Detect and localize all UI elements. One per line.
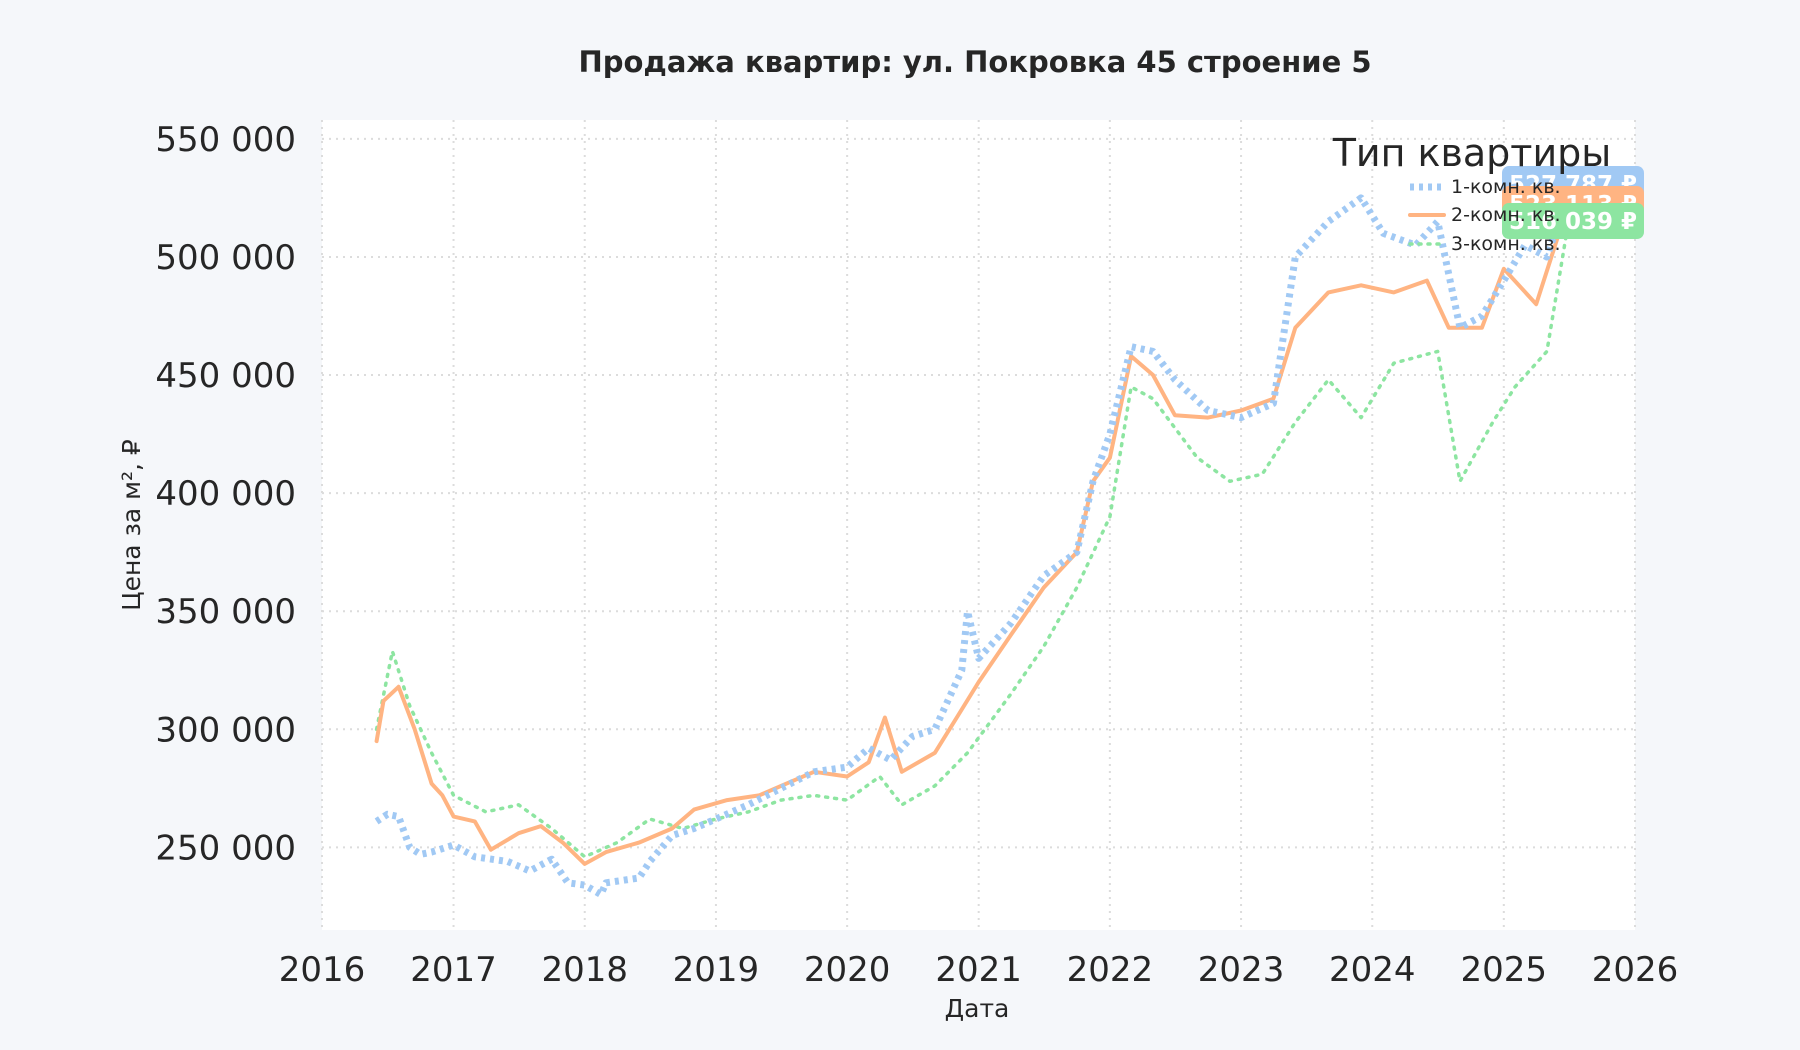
x-tick-label: 2019 [673, 950, 760, 990]
series-line-3 [374, 217, 1571, 859]
legend-label: 2-комн. кв. [1451, 204, 1561, 226]
x-axis-ticks: 2016 2017 2018 2019 2020 2021 2022 2023 2024 2025… [279, 950, 1679, 990]
x-tick-label: 2025 [1461, 950, 1548, 990]
legend-item-2: 2-комн. кв. [1408, 204, 1561, 226]
grid-lines [321, 120, 1636, 930]
y-tick-label: 500 000 [155, 238, 296, 278]
x-tick-label: 2020 [804, 950, 891, 990]
badge-text: 516 039 ₽ [1509, 209, 1637, 235]
x-tick-label: 2023 [1198, 950, 1285, 990]
y-tick-label: 550 000 [155, 120, 296, 160]
y-tick-label: 400 000 [155, 474, 296, 514]
x-tick-label: 2016 [279, 950, 366, 990]
legend-item-1: 1-комн. кв. [1410, 176, 1561, 198]
series-line-2 [374, 200, 1571, 866]
series-group [374, 190, 1573, 899]
legend: Тип квартиры 1-комн. кв. 2-комн. кв. 3-ком… [1332, 131, 1612, 255]
x-tick-label: 2024 [1329, 950, 1416, 990]
legend-title: Тип квартиры [1332, 131, 1612, 175]
legend-item-3: 3-комн. кв. [1408, 233, 1561, 255]
x-tick-label: 2021 [935, 950, 1022, 990]
chart-title: Продажа квартир: ул. Покровка 45 строени… [578, 45, 1371, 79]
series-line-1 [374, 190, 1573, 899]
value-badges: 527 787 ₽523 113 ₽516 039 ₽ [1502, 166, 1644, 239]
x-tick-label: 2017 [410, 950, 497, 990]
y-tick-label: 450 000 [155, 356, 296, 396]
y-axis-label: Цена за м², ₽ [117, 439, 146, 611]
plot-area [322, 120, 1635, 930]
badge-background [1502, 203, 1644, 239]
x-tick-label: 2026 [1592, 950, 1679, 990]
x-axis-label: Дата [945, 994, 1010, 1023]
y-tick-label: 300 000 [155, 710, 296, 750]
x-tick-label: 2018 [541, 950, 628, 990]
x-tick-label: 2022 [1067, 950, 1154, 990]
legend-label: 1-комн. кв. [1451, 176, 1561, 198]
legend-label: 3-комн. кв. [1451, 233, 1561, 255]
y-tick-label: 250 000 [155, 828, 296, 868]
y-axis-ticks: 250 000 300 000 350 000 400 000 450 000 500 0… [155, 120, 296, 868]
value-badge-3: 516 039 ₽ [1502, 203, 1644, 239]
y-tick-label: 350 000 [155, 592, 296, 632]
